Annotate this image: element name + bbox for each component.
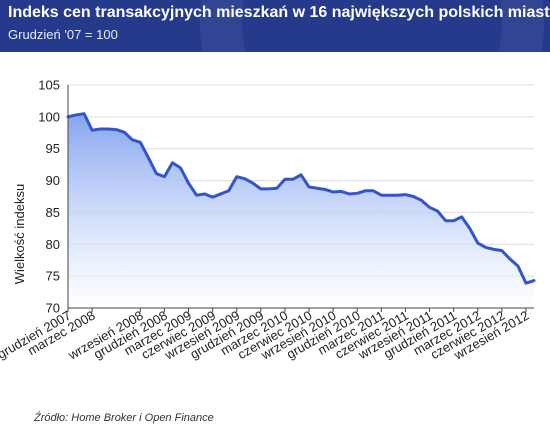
- data-point: [436, 210, 439, 213]
- y-axis: 70 75 80 85 90 95 100 105: [38, 78, 69, 316]
- data-point: [99, 127, 102, 130]
- data-point: [340, 190, 343, 193]
- data-point: [492, 248, 495, 251]
- data-point: [267, 187, 270, 190]
- data-point: [75, 113, 78, 116]
- series-area: [68, 113, 534, 308]
- data-point: [275, 187, 278, 190]
- data-point: [460, 215, 463, 218]
- data-point: [139, 141, 142, 144]
- data-point: [163, 175, 166, 178]
- data-point: [251, 182, 254, 185]
- y-tick-label: 75: [46, 269, 60, 284]
- data-point: [364, 189, 367, 192]
- data-point: [476, 242, 479, 245]
- data-point: [203, 192, 206, 195]
- data-point: [388, 194, 391, 197]
- data-point: [227, 189, 230, 192]
- data-point: [412, 195, 415, 198]
- data-point: [508, 257, 511, 260]
- y-tick-label: 70: [46, 301, 60, 316]
- series-line: [66, 112, 536, 285]
- data-point: [195, 194, 198, 197]
- data-point: [259, 187, 262, 190]
- data-point: [107, 127, 110, 130]
- data-point: [179, 166, 182, 169]
- data-point: [324, 188, 327, 191]
- data-point: [171, 161, 174, 164]
- y-tick-label: 105: [38, 78, 60, 93]
- data-point: [115, 128, 118, 131]
- data-point: [396, 194, 399, 197]
- data-point: [524, 282, 527, 285]
- data-point: [468, 227, 471, 230]
- data-point: [131, 138, 134, 141]
- header-decoration: [200, 0, 544, 52]
- y-tick-label: 100: [38, 109, 60, 124]
- y-tick-label: 85: [46, 205, 60, 220]
- chart-header: Indeks cen transakcyjnych mieszkań w 16 …: [0, 0, 550, 52]
- data-point: [83, 112, 86, 115]
- data-point: [243, 177, 246, 180]
- data-point: [219, 192, 222, 195]
- data-point: [484, 246, 487, 249]
- data-point: [291, 178, 294, 181]
- data-point: [332, 191, 335, 194]
- data-point: [316, 187, 319, 190]
- source-note: Źródło: Home Broker i Open Finance: [34, 412, 214, 424]
- data-point: [91, 129, 94, 132]
- data-point: [308, 185, 311, 188]
- area-layer: [66, 112, 536, 308]
- data-point: [283, 178, 286, 181]
- chart-subtitle: Grudzień '07 = 100: [8, 27, 118, 42]
- data-point: [420, 199, 423, 202]
- y-axis-title: Wielkość indeksu: [12, 184, 27, 284]
- data-point: [211, 196, 214, 199]
- data-point: [380, 194, 383, 197]
- data-point: [533, 279, 536, 282]
- y-tick-label: 90: [46, 173, 60, 188]
- data-point: [155, 172, 158, 175]
- y-tick-label: 95: [46, 141, 60, 156]
- data-point: [187, 182, 190, 185]
- chart-title: Indeks cen transakcyjnych mieszkań w 16 …: [8, 4, 550, 21]
- data-point: [452, 219, 455, 222]
- data-point: [372, 189, 375, 192]
- data-point: [444, 219, 447, 222]
- data-point: [428, 206, 431, 209]
- data-point: [404, 193, 407, 196]
- data-point: [300, 173, 303, 176]
- data-point: [147, 156, 150, 159]
- y-tick-label: 80: [46, 237, 60, 252]
- data-point: [356, 192, 359, 195]
- data-point: [348, 192, 351, 195]
- data-point: [123, 131, 126, 134]
- data-point: [235, 175, 238, 178]
- data-point: [516, 264, 519, 267]
- data-point: [500, 249, 503, 252]
